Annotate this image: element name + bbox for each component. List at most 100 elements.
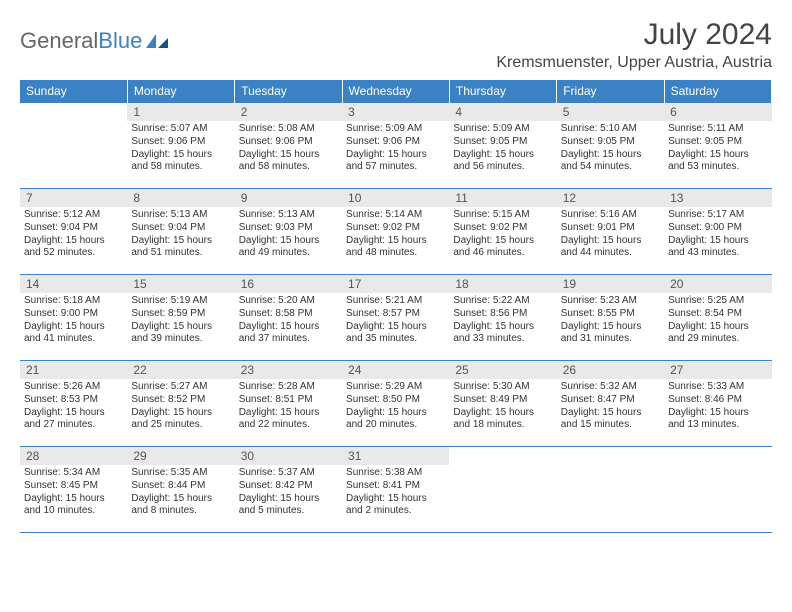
- sunrise-line: Sunrise: 5:14 AM: [346, 209, 445, 222]
- sunrise-line: Sunrise: 5:22 AM: [453, 295, 552, 308]
- calendar-cell: 7Sunrise: 5:12 AMSunset: 9:04 PMDaylight…: [20, 189, 127, 275]
- sunset-line: Sunset: 8:46 PM: [668, 394, 767, 407]
- day-number: 22: [127, 361, 234, 379]
- sunrise-line: Sunrise: 5:07 AM: [131, 123, 230, 136]
- sunrise-line: Sunrise: 5:38 AM: [346, 467, 445, 480]
- calendar-cell: 31Sunrise: 5:38 AMSunset: 8:41 PMDayligh…: [342, 447, 449, 533]
- sunset-line: Sunset: 8:55 PM: [561, 308, 660, 321]
- weekday-header: Saturday: [664, 80, 771, 103]
- brand-sail-icon: [144, 32, 170, 50]
- calendar-cell: 16Sunrise: 5:20 AMSunset: 8:58 PMDayligh…: [235, 275, 342, 361]
- day-number: 3: [342, 103, 449, 121]
- day-details: Sunrise: 5:27 AMSunset: 8:52 PMDaylight:…: [127, 379, 234, 436]
- sunrise-line: Sunrise: 5:30 AM: [453, 381, 552, 394]
- day-details: Sunrise: 5:13 AMSunset: 9:04 PMDaylight:…: [127, 207, 234, 264]
- sunset-line: Sunset: 8:59 PM: [131, 308, 230, 321]
- calendar-cell: 1Sunrise: 5:07 AMSunset: 9:06 PMDaylight…: [127, 103, 234, 189]
- day-number: 26: [557, 361, 664, 379]
- calendar-cell: 30Sunrise: 5:37 AMSunset: 8:42 PMDayligh…: [235, 447, 342, 533]
- sunrise-line: Sunrise: 5:17 AM: [668, 209, 767, 222]
- day-number: 13: [664, 189, 771, 207]
- day-number: 25: [449, 361, 556, 379]
- day-details: Sunrise: 5:10 AMSunset: 9:05 PMDaylight:…: [557, 121, 664, 178]
- daylight-line: Daylight: 15 hours and 41 minutes.: [24, 321, 123, 347]
- sunrise-line: Sunrise: 5:29 AM: [346, 381, 445, 394]
- calendar-row: 28Sunrise: 5:34 AMSunset: 8:45 PMDayligh…: [20, 447, 772, 533]
- day-details: Sunrise: 5:19 AMSunset: 8:59 PMDaylight:…: [127, 293, 234, 350]
- sunset-line: Sunset: 9:02 PM: [453, 222, 552, 235]
- day-details: Sunrise: 5:13 AMSunset: 9:03 PMDaylight:…: [235, 207, 342, 264]
- daylight-line: Daylight: 15 hours and 2 minutes.: [346, 493, 445, 519]
- calendar-row: 21Sunrise: 5:26 AMSunset: 8:53 PMDayligh…: [20, 361, 772, 447]
- day-details: Sunrise: 5:14 AMSunset: 9:02 PMDaylight:…: [342, 207, 449, 264]
- sunset-line: Sunset: 9:05 PM: [668, 136, 767, 149]
- day-number: 24: [342, 361, 449, 379]
- sunrise-line: Sunrise: 5:32 AM: [561, 381, 660, 394]
- sunset-line: Sunset: 8:57 PM: [346, 308, 445, 321]
- sunset-line: Sunset: 8:44 PM: [131, 480, 230, 493]
- sunrise-line: Sunrise: 5:13 AM: [239, 209, 338, 222]
- day-details: Sunrise: 5:16 AMSunset: 9:01 PMDaylight:…: [557, 207, 664, 264]
- daylight-line: Daylight: 15 hours and 39 minutes.: [131, 321, 230, 347]
- sunset-line: Sunset: 8:41 PM: [346, 480, 445, 493]
- daylight-line: Daylight: 15 hours and 27 minutes.: [24, 407, 123, 433]
- sunset-line: Sunset: 8:50 PM: [346, 394, 445, 407]
- calendar-cell: 17Sunrise: 5:21 AMSunset: 8:57 PMDayligh…: [342, 275, 449, 361]
- day-details: Sunrise: 5:09 AMSunset: 9:06 PMDaylight:…: [342, 121, 449, 178]
- day-details: Sunrise: 5:30 AMSunset: 8:49 PMDaylight:…: [449, 379, 556, 436]
- day-details: Sunrise: 5:07 AMSunset: 9:06 PMDaylight:…: [127, 121, 234, 178]
- sunrise-line: Sunrise: 5:27 AM: [131, 381, 230, 394]
- day-number: 23: [235, 361, 342, 379]
- day-number: 9: [235, 189, 342, 207]
- sunrise-line: Sunrise: 5:21 AM: [346, 295, 445, 308]
- title-block: July 2024 Kremsmuenster, Upper Austria, …: [496, 18, 772, 72]
- daylight-line: Daylight: 15 hours and 58 minutes.: [131, 149, 230, 175]
- daylight-line: Daylight: 15 hours and 58 minutes.: [239, 149, 338, 175]
- sunset-line: Sunset: 9:06 PM: [346, 136, 445, 149]
- daylight-line: Daylight: 15 hours and 49 minutes.: [239, 235, 338, 261]
- calendar-row: 7Sunrise: 5:12 AMSunset: 9:04 PMDaylight…: [20, 189, 772, 275]
- day-number: 17: [342, 275, 449, 293]
- daylight-line: Daylight: 15 hours and 20 minutes.: [346, 407, 445, 433]
- day-number: 18: [449, 275, 556, 293]
- calendar-cell: 18Sunrise: 5:22 AMSunset: 8:56 PMDayligh…: [449, 275, 556, 361]
- day-number: 8: [127, 189, 234, 207]
- calendar-cell: 5Sunrise: 5:10 AMSunset: 9:05 PMDaylight…: [557, 103, 664, 189]
- calendar-cell: [20, 103, 127, 189]
- daylight-line: Daylight: 15 hours and 51 minutes.: [131, 235, 230, 261]
- daylight-line: Daylight: 15 hours and 18 minutes.: [453, 407, 552, 433]
- day-number: 20: [664, 275, 771, 293]
- day-number: 1: [127, 103, 234, 121]
- daylight-line: Daylight: 15 hours and 25 minutes.: [131, 407, 230, 433]
- weekday-header-row: SundayMondayTuesdayWednesdayThursdayFrid…: [20, 80, 772, 103]
- calendar-cell: 9Sunrise: 5:13 AMSunset: 9:03 PMDaylight…: [235, 189, 342, 275]
- sunrise-line: Sunrise: 5:12 AM: [24, 209, 123, 222]
- day-number: 14: [20, 275, 127, 293]
- daylight-line: Daylight: 15 hours and 33 minutes.: [453, 321, 552, 347]
- sunrise-line: Sunrise: 5:19 AM: [131, 295, 230, 308]
- day-number: 10: [342, 189, 449, 207]
- daylight-line: Daylight: 15 hours and 15 minutes.: [561, 407, 660, 433]
- day-details: Sunrise: 5:22 AMSunset: 8:56 PMDaylight:…: [449, 293, 556, 350]
- day-details: Sunrise: 5:34 AMSunset: 8:45 PMDaylight:…: [20, 465, 127, 522]
- calendar-row: 1Sunrise: 5:07 AMSunset: 9:06 PMDaylight…: [20, 103, 772, 189]
- day-details: Sunrise: 5:37 AMSunset: 8:42 PMDaylight:…: [235, 465, 342, 522]
- sunrise-line: Sunrise: 5:16 AM: [561, 209, 660, 222]
- day-number: 11: [449, 189, 556, 207]
- day-number: 30: [235, 447, 342, 465]
- daylight-line: Daylight: 15 hours and 48 minutes.: [346, 235, 445, 261]
- day-number: 16: [235, 275, 342, 293]
- day-details: Sunrise: 5:09 AMSunset: 9:05 PMDaylight:…: [449, 121, 556, 178]
- calendar-cell: 2Sunrise: 5:08 AMSunset: 9:06 PMDaylight…: [235, 103, 342, 189]
- calendar-cell: 10Sunrise: 5:14 AMSunset: 9:02 PMDayligh…: [342, 189, 449, 275]
- sunset-line: Sunset: 8:58 PM: [239, 308, 338, 321]
- day-number: 19: [557, 275, 664, 293]
- calendar-cell: 13Sunrise: 5:17 AMSunset: 9:00 PMDayligh…: [664, 189, 771, 275]
- day-number: 6: [664, 103, 771, 121]
- calendar-cell: 8Sunrise: 5:13 AMSunset: 9:04 PMDaylight…: [127, 189, 234, 275]
- sunset-line: Sunset: 8:54 PM: [668, 308, 767, 321]
- calendar-cell: 4Sunrise: 5:09 AMSunset: 9:05 PMDaylight…: [449, 103, 556, 189]
- location-text: Kremsmuenster, Upper Austria, Austria: [496, 54, 772, 72]
- daylight-line: Daylight: 15 hours and 22 minutes.: [239, 407, 338, 433]
- sunset-line: Sunset: 9:03 PM: [239, 222, 338, 235]
